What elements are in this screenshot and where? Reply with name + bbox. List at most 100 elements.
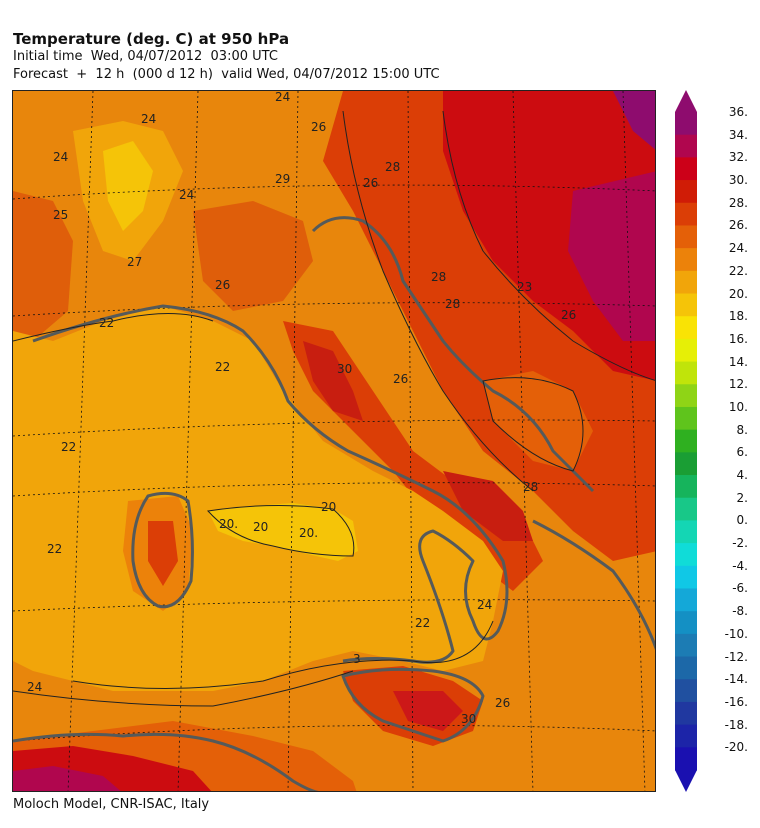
coastline-sardinia bbox=[131, 491, 194, 609]
contour-label: 23 bbox=[517, 280, 532, 294]
colorbar-swatch bbox=[675, 225, 697, 249]
contour-label: 26 bbox=[311, 120, 326, 134]
temp-zone-30-south bbox=[443, 471, 533, 541]
colorbar-label: 2. bbox=[736, 490, 748, 505]
contour-label: 20 bbox=[321, 500, 336, 514]
colorbar-label: 4. bbox=[736, 468, 748, 483]
temp-zone-22-tyrrhenian bbox=[13, 306, 503, 691]
colorbar-label: -12. bbox=[724, 649, 748, 664]
contour-label: 24 bbox=[477, 598, 492, 612]
colorbar-label: 22. bbox=[728, 263, 748, 278]
temp-zone-28-france bbox=[13, 191, 73, 341]
contour-label: 29 bbox=[275, 172, 290, 186]
temp-zone-30-apennines bbox=[303, 341, 363, 421]
colorbar-bottom-arrow bbox=[675, 770, 697, 792]
colorbar-label: 28. bbox=[728, 195, 748, 210]
colorbar-svg bbox=[675, 90, 697, 792]
contour-label: 24 bbox=[179, 188, 194, 202]
colorbar-swatch bbox=[675, 134, 697, 158]
colorbar-swatch bbox=[675, 180, 697, 204]
temp-zone-34-east bbox=[613, 91, 655, 150]
contour-labels: 24 24 24 24 24 24 26 26 26 26 26 26 28 2… bbox=[27, 91, 576, 726]
contour-label: 24 bbox=[27, 680, 42, 694]
forecast-valid-time: Forecast + 12 h (000 d 12 h) valid Wed, … bbox=[13, 67, 440, 82]
map-svg: 24 24 24 24 24 24 26 26 26 26 26 26 28 2… bbox=[13, 91, 655, 791]
colorbar-swatch bbox=[675, 611, 697, 635]
contour-label: 22 bbox=[215, 360, 230, 374]
contour-label: 24 bbox=[53, 150, 68, 164]
colorbar-swatch bbox=[675, 633, 697, 658]
contour-28 bbox=[442, 110, 655, 381]
contour-label: 24 bbox=[141, 112, 156, 126]
coastline-sicily bbox=[341, 667, 485, 743]
colorbar-labels: 36. 34. 32. 30. 28. 26. 24. 22. 20. 18. 16. 14. 12. 1… bbox=[705, 90, 760, 792]
colorbar-label: -16. bbox=[724, 694, 748, 709]
contour-label: 22 bbox=[99, 316, 114, 330]
contour-label: 28 bbox=[523, 480, 538, 494]
temp-zone-28-sardinia bbox=[148, 521, 178, 586]
colorbar-swatch bbox=[675, 202, 697, 227]
colorbar-swatch bbox=[675, 361, 697, 385]
temp-zone-28-north-italy bbox=[193, 201, 313, 311]
contour-label: 22 bbox=[47, 542, 62, 556]
colorbar-swatch bbox=[675, 338, 697, 363]
colorbar-swatch bbox=[675, 588, 697, 612]
colorbar-label: 10. bbox=[728, 399, 748, 414]
colorbar-label: 8. bbox=[736, 422, 748, 437]
contour-26-east bbox=[482, 377, 584, 472]
colorbar-label: 18. bbox=[728, 309, 748, 324]
contour-label: 3 bbox=[353, 652, 361, 666]
colorbar-label: 30. bbox=[728, 173, 748, 188]
contour-label: 26 bbox=[393, 372, 408, 386]
temp-zone-32-africa bbox=[13, 766, 121, 791]
initial-time: Initial time Wed, 04/07/2012 03:00 UTC bbox=[13, 49, 278, 64]
temp-zone-32-east bbox=[568, 171, 655, 341]
colorbar-label: -20. bbox=[724, 740, 748, 755]
colorbar-label: -6. bbox=[732, 581, 748, 596]
temp-zone-30-sicily bbox=[393, 691, 463, 731]
colorbar-top-arrow bbox=[675, 90, 697, 112]
contour-label: 20 bbox=[253, 520, 268, 534]
contour-22-south bbox=[72, 620, 494, 689]
coastline-greece bbox=[532, 519, 655, 650]
contour-label: 24 bbox=[275, 91, 290, 104]
temp-zone-26-balkans-inner bbox=[483, 371, 593, 471]
colorbar-swatch bbox=[675, 701, 697, 726]
graticule bbox=[13, 91, 655, 791]
colorbar-label: 14. bbox=[728, 354, 748, 369]
contour-label: 27 bbox=[127, 255, 142, 269]
colorbar-label: 20. bbox=[728, 286, 748, 301]
colorbar-swatch bbox=[675, 475, 697, 499]
colorbar-label: -8. bbox=[732, 604, 748, 619]
contour-label: 26 bbox=[495, 696, 510, 710]
colorbar-swatch bbox=[675, 724, 697, 748]
coastline-italy bbox=[32, 304, 509, 664]
temperature-map: 24 24 24 24 24 24 26 26 26 26 26 26 28 2… bbox=[12, 90, 656, 792]
contour-label: 28 bbox=[385, 160, 400, 174]
contour-label: 20. bbox=[219, 517, 238, 531]
colorbar bbox=[672, 90, 700, 792]
colorbar-swatch bbox=[675, 679, 697, 703]
model-credit: Moloch Model, CNR-ISAC, Italy bbox=[13, 797, 210, 812]
contour-label: 26 bbox=[561, 308, 576, 322]
coastline-adriatic bbox=[311, 216, 595, 493]
colorbar-label: -14. bbox=[724, 672, 748, 687]
contour-label: 20. bbox=[299, 526, 318, 540]
colorbar-swatch bbox=[675, 270, 697, 295]
colorbar-swatch bbox=[675, 520, 697, 544]
colorbar-swatch bbox=[675, 316, 697, 340]
colorbar-swatch bbox=[675, 452, 697, 476]
colorbar-label: 34. bbox=[728, 127, 748, 142]
colorbar-swatch bbox=[675, 293, 697, 317]
colorbar-label: 24. bbox=[728, 241, 748, 256]
contour-label: 26 bbox=[363, 176, 378, 190]
temp-zone-20-alps bbox=[103, 141, 153, 231]
contour-22 bbox=[13, 313, 214, 342]
contour-label: 28 bbox=[431, 270, 446, 284]
colorbar-swatch bbox=[675, 656, 697, 680]
colorbar-label: 0. bbox=[736, 513, 748, 528]
colorbar-label: -4. bbox=[732, 558, 748, 573]
header: Temperature (deg. C) at 950 hPa Initial … bbox=[13, 30, 440, 84]
chart-title: Temperature (deg. C) at 950 hPa bbox=[13, 30, 290, 48]
contour-label: 30 bbox=[337, 362, 352, 376]
